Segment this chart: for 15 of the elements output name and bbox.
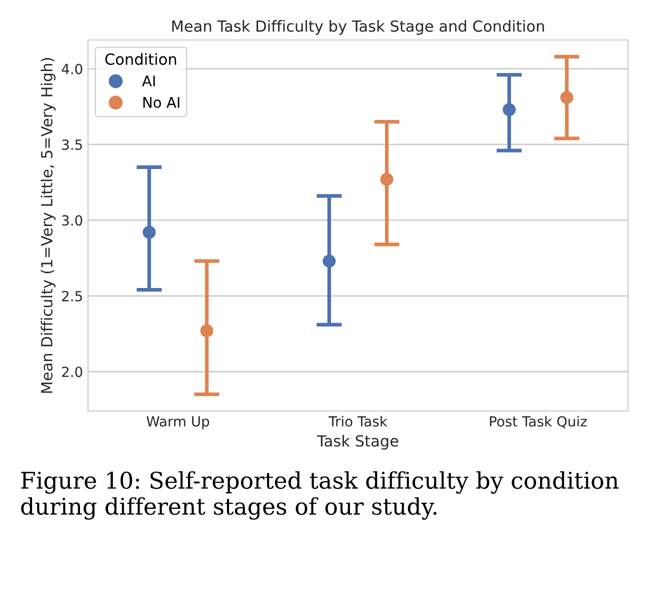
- y-axis-title: Mean Difficulty (1=Very Little, 5=Very High): [40, 58, 56, 393]
- y-tick-label: 2.5: [62, 290, 82, 302]
- x-tick-label: Warm Up: [146, 416, 210, 430]
- legend-label: No AI: [143, 97, 180, 108]
- legend-label: AI: [142, 76, 155, 86]
- y-tick-label: 2.0: [62, 366, 82, 378]
- y-tick-label: 3.5: [62, 139, 82, 150]
- x-axis-title: Task Stage: [316, 434, 398, 450]
- x-tick-label: Post Task Quiz: [490, 416, 587, 428]
- legend-title: Condition: [105, 53, 176, 65]
- y-tick-label: 4.0: [62, 64, 82, 74]
- x-tick-label: Trio Task: [328, 416, 388, 427]
- caption: Figure 10: Self-reported task difficulty by condition during different stages of our study.: [21, 471, 618, 520]
- chart-title: Mean Task Difficulty by Task Stage and Condition: [172, 20, 544, 35]
- y-tick-label: 3.0: [62, 215, 82, 226]
